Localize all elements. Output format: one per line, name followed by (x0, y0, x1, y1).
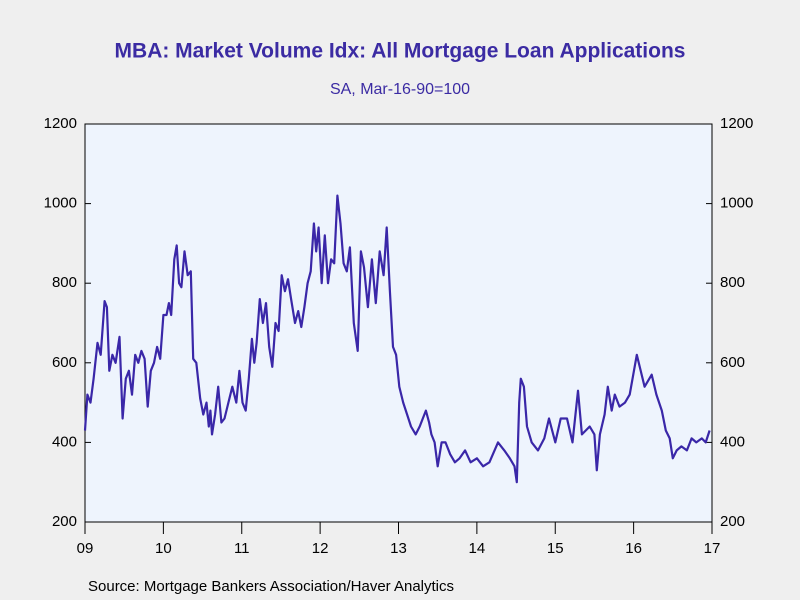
y-tick-label: 800 (52, 274, 77, 291)
data-line (83, 194, 711, 484)
x-tick-label: 17 (704, 540, 721, 557)
x-tick-label: 14 (469, 540, 486, 557)
y2-tick-label: 1000 (720, 195, 753, 212)
x-tick-label: 09 (77, 540, 94, 557)
x-tick-label: 15 (547, 540, 564, 557)
x-tick-label: 16 (625, 540, 642, 557)
x-tick-label: 10 (155, 540, 172, 557)
y-tick-label: 600 (52, 354, 77, 371)
y-tick-label: 200 (52, 513, 77, 530)
y-tick-label: 1000 (44, 195, 77, 212)
chart-title: MBA: Market Volume Idx: All Mortgage Loa… (115, 40, 686, 63)
y-tick-label: 400 (52, 433, 77, 450)
y2-tick-label: 400 (720, 433, 745, 450)
source-note: Source: Mortgage Bankers Association/Hav… (88, 578, 454, 595)
y2-tick-label: 600 (720, 354, 745, 371)
y-tick-label: 1200 (44, 115, 77, 132)
x-tick-label: 12 (312, 540, 329, 557)
y2-tick-label: 200 (720, 513, 745, 530)
x-tick-label: 13 (390, 540, 407, 557)
plot-area (84, 123, 713, 523)
y2-tick-label: 800 (720, 274, 745, 291)
chart-subtitle: SA, Mar-16-90=100 (330, 81, 470, 98)
x-tick-label: 11 (234, 540, 250, 557)
y2-tick-label: 1200 (720, 115, 753, 132)
